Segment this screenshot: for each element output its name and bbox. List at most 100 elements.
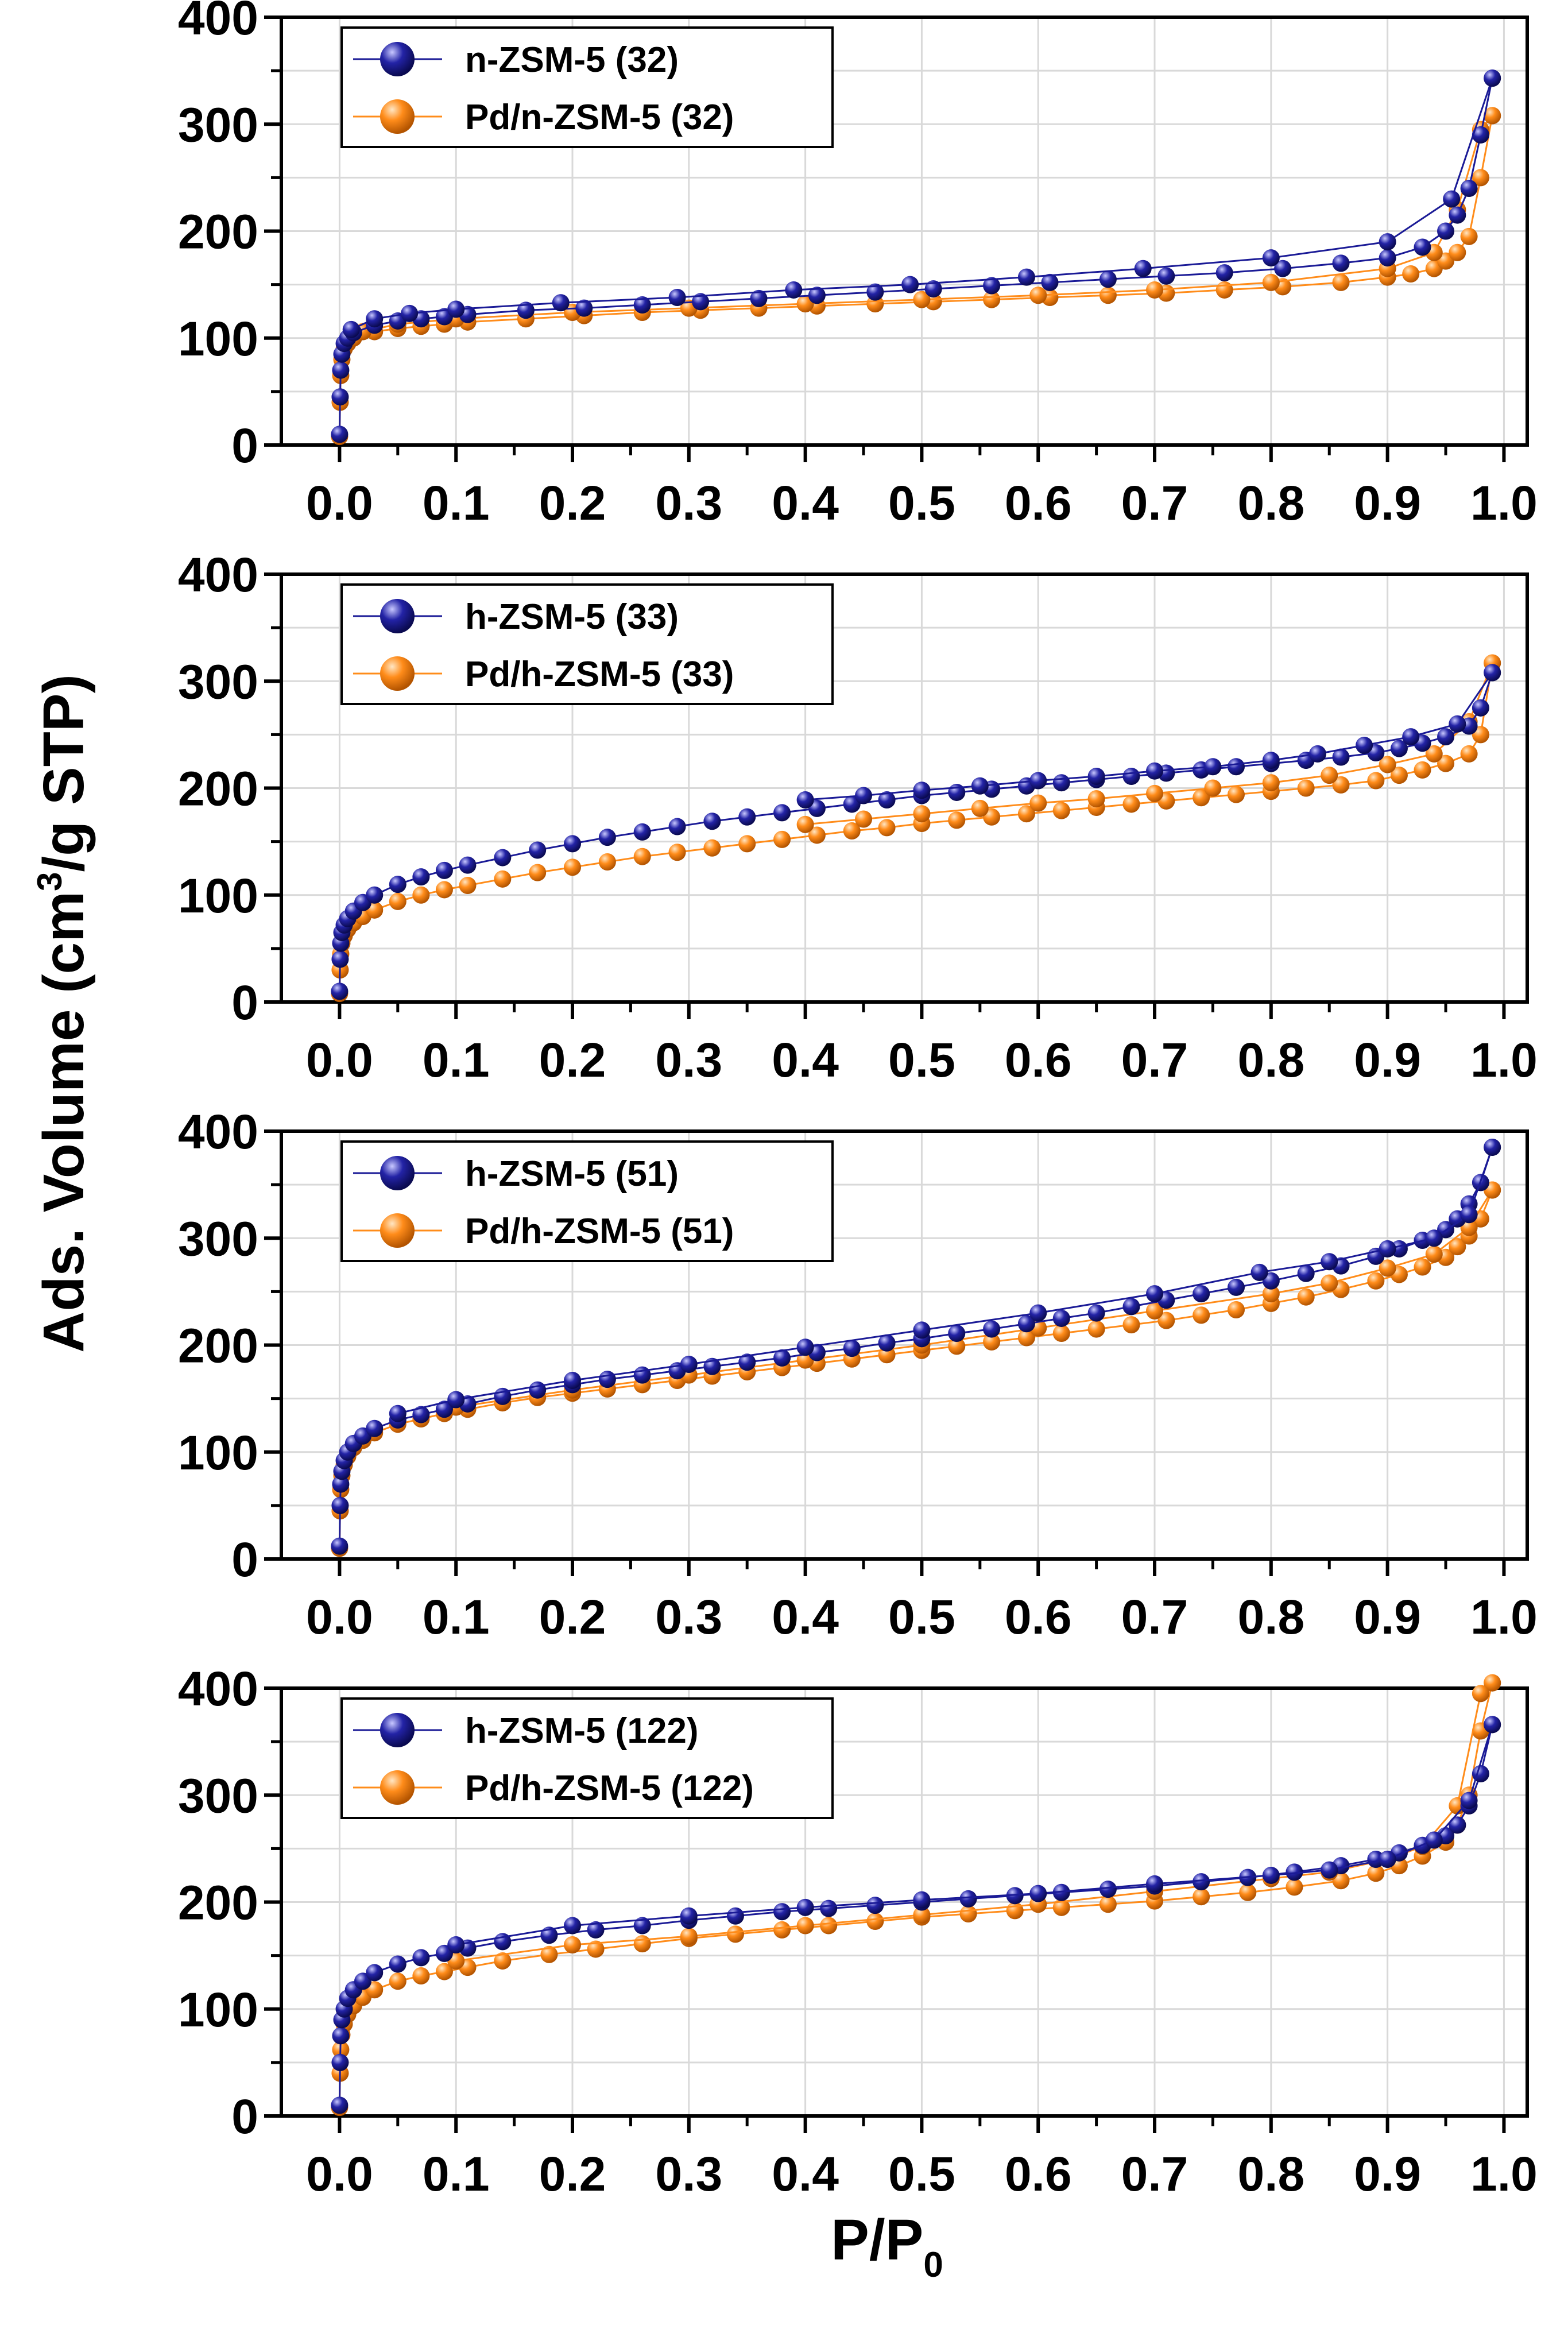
x-tick-label: 0.4 (772, 1033, 839, 1087)
legend-marker (380, 42, 415, 76)
y-tick-label: 200 (178, 762, 258, 816)
data-point (447, 1936, 465, 1953)
data-point (587, 1921, 605, 1939)
x-tick-label: 0.7 (1121, 2147, 1188, 2201)
chart-panel-4: 0 100 200 300 400 0.0 0.1 0.2 0.3 0.4 0.5 0.6 0.7 0.8… (178, 1662, 1538, 2201)
data-point (331, 950, 349, 968)
data-point (1425, 745, 1443, 763)
data-point (913, 291, 931, 308)
data-point (796, 791, 814, 808)
data-point (564, 1371, 582, 1389)
data-point (366, 886, 384, 904)
legend-marker (380, 1770, 415, 1805)
x-tick-label: 0.5 (888, 476, 955, 530)
data-point (1204, 758, 1222, 776)
y-tick-label: 100 (178, 869, 258, 923)
data-point (633, 823, 651, 841)
data-point (1146, 1875, 1164, 1893)
data-point (878, 819, 896, 837)
data-point (1215, 281, 1233, 299)
data-point (901, 276, 919, 293)
data-point (1146, 762, 1164, 780)
data-point (1321, 767, 1338, 784)
data-point (808, 287, 826, 304)
data-point (855, 787, 873, 804)
data-point (1484, 69, 1501, 87)
data-point (1367, 1864, 1385, 1882)
series-line-desorption (805, 663, 1493, 826)
data-point (1146, 784, 1164, 802)
x-tick-label: 0.9 (1354, 1033, 1421, 1087)
x-tick-label: 0.2 (539, 2147, 606, 2201)
data-point (1379, 1851, 1396, 1868)
data-point (866, 1897, 884, 1914)
data-point (1449, 1816, 1466, 1834)
legend-label: h-ZSM-5 (51) (465, 1154, 679, 1194)
y-tick-label: 0 (231, 2090, 258, 2144)
data-point (1134, 260, 1152, 277)
data-point (1262, 273, 1280, 291)
data-point (494, 849, 512, 866)
y-tick-label: 400 (178, 1105, 258, 1159)
legend-marker (380, 1156, 415, 1190)
data-point (1052, 1898, 1070, 1916)
data-point (1332, 254, 1350, 272)
data-point (1052, 1325, 1070, 1343)
data-point (1262, 774, 1280, 792)
data-point (820, 1899, 838, 1917)
x-tick-label: 0.3 (655, 1590, 722, 1644)
x-tick-label: 0.7 (1121, 476, 1188, 530)
data-point (435, 1963, 453, 1980)
chart-panel-3: 0 100 200 300 400 0.0 0.1 0.2 0.3 0.4 0.5 0.6 0.7 0.8… (178, 1105, 1538, 1644)
data-point (1099, 1895, 1117, 1913)
data-point (1146, 1285, 1164, 1303)
x-tick-label: 0.0 (306, 2147, 373, 2201)
data-point (1425, 1245, 1443, 1263)
data-point (331, 1537, 349, 1555)
data-point (1321, 1253, 1338, 1271)
data-point (1460, 227, 1478, 245)
data-point (1379, 233, 1396, 251)
x-tick-label: 0.1 (423, 476, 490, 530)
x-tick-label: 1.0 (1470, 476, 1538, 530)
data-point (1460, 1206, 1478, 1224)
data-point (1122, 768, 1140, 786)
data-point (1029, 772, 1047, 790)
legend-label: Pd/h-ZSM-5 (33) (465, 655, 734, 694)
x-tick-label: 0.5 (888, 1033, 955, 1087)
data-point (1437, 755, 1455, 772)
data-point (1157, 267, 1175, 285)
data-point (1437, 728, 1455, 746)
data-point (808, 826, 826, 844)
data-point (331, 425, 349, 443)
data-point (1484, 1716, 1501, 1734)
data-point (447, 1391, 465, 1409)
legend-label: Pd/h-ZSM-5 (51) (465, 1212, 734, 1251)
x-tick-label: 0.9 (1354, 476, 1421, 530)
data-point (1449, 206, 1466, 224)
data-point (750, 289, 768, 307)
data-point (1262, 1866, 1280, 1884)
data-point (587, 1940, 605, 1958)
legend: n-ZSM-5 (32) Pd/n-ZSM-5 (32) (340, 26, 834, 148)
x-tick-label: 0.0 (306, 1590, 373, 1644)
data-point (1414, 238, 1431, 256)
data-point (1099, 1881, 1117, 1898)
data-point (1356, 737, 1373, 754)
data-point (1379, 1259, 1396, 1277)
data-point (389, 876, 406, 893)
data-point (773, 1349, 791, 1367)
legend-marker (380, 1713, 415, 1747)
data-point (1425, 1229, 1443, 1247)
data-point (494, 870, 512, 888)
data-point (983, 1320, 1001, 1338)
data-point (564, 1917, 582, 1935)
x-tick-label: 0.6 (1005, 1590, 1072, 1644)
data-point (1379, 249, 1396, 267)
data-point (1472, 1685, 1489, 1703)
legend-box (340, 583, 834, 705)
legend-box (340, 26, 834, 148)
data-point (948, 1325, 966, 1343)
data-point (1146, 281, 1164, 299)
data-point (773, 830, 791, 848)
